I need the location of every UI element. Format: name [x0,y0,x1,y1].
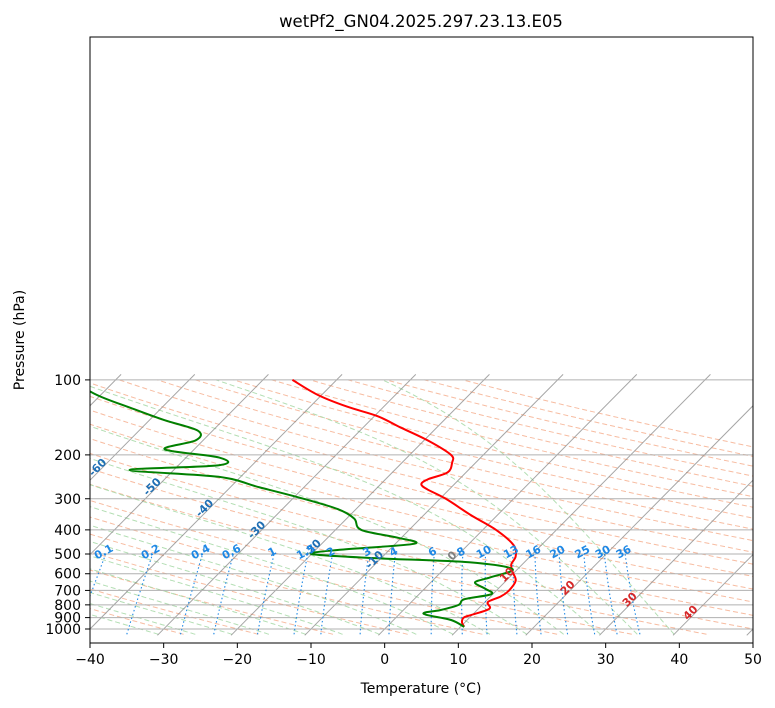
x-tick-label: 0 [380,652,389,668]
isotherm-line [451,373,711,636]
dry-adiabat-line [90,468,753,630]
dry-adiabat-line [90,499,632,635]
isotherms [90,373,753,636]
y-tick-label: 400 [54,523,81,539]
x-tick-label: 30 [597,652,615,668]
isotherm-line [599,479,753,636]
isotherm-line [525,405,753,636]
y-tick-label: 100 [54,373,81,389]
mixing-ratio-line [359,553,370,635]
y-tick-label: 1000 [45,622,81,638]
mixing-ratio-line [512,554,518,635]
dry-adiabat-line [90,382,753,553]
y-tick-label: 500 [54,547,81,563]
dry-adiabat-line [90,452,753,616]
mixing-ratio-label: 25 [573,543,593,562]
chart-title: wetPf2_GN04.2025.297.23.13.E05 [279,12,563,32]
dry-adiabat-line [90,423,753,590]
isotherm-line [90,373,196,481]
y-tick-label: 600 [54,567,81,583]
isotherm-line [230,373,490,636]
isotherm-line [157,373,417,636]
moist-adiabat-line [215,379,638,635]
x-axis-label: Temperature (°C) [360,681,482,697]
mixing-ratio-line [179,553,204,635]
mixing-ratio-line [430,553,435,635]
x-tick-label: 50 [744,652,762,668]
y-tick-label: 200 [54,448,81,464]
mixing-ratio-line [388,553,396,635]
dry-adiabat-line [195,379,753,519]
x-tick-label: −30 [149,652,179,668]
mixing-ratio-line [320,553,334,635]
mixing-ratio-label: 16 [524,543,544,562]
plot-frame [89,36,754,644]
mixing-ratio-labels: 0.1 0.2 0.4 0.6 1 1.5 2 3 4 6 8 10 13 16 20 25 30 36 [92,542,634,563]
isotherm-line [90,373,269,556]
mixing-ratio-line [534,553,542,635]
x-tick-label: −10 [296,652,326,668]
moist-adiabat-line [90,425,564,635]
dewpoint-line [90,390,514,628]
moist-adiabat-line [90,385,601,635]
isobar-gridlines [90,379,753,630]
moist-adiabat-line [90,484,491,635]
isotherm-line [378,373,638,636]
x-tick-label: 10 [449,652,467,668]
dry-adiabat-line [90,533,483,635]
y-axis-label: Pressure (hPa) [12,290,28,390]
dry-adiabat-line [90,569,334,635]
mixing-ratio-line [583,553,596,635]
mixing-ratio-line [484,553,488,635]
isotherm-line [672,553,753,636]
dry-adiabat-line [90,516,558,635]
mixing-ratio-line [126,553,154,635]
dry-adiabat-line [233,379,753,508]
mixing-ratio-lines [90,553,641,635]
mixing-ratio-label: 13 [501,543,521,562]
y-tick-label: 700 [54,583,81,599]
sounding-lines [90,379,518,628]
moist-adiabat-line [90,457,528,635]
dry-adiabat-line [90,409,753,577]
moist-adiabat-line [90,555,343,635]
dry-adiabat-line [90,608,184,635]
dry-adiabat-line [119,379,753,542]
isotherm-line [90,373,343,630]
mixing-ratio-label: 20 [548,543,568,562]
dry-adiabat-line [271,379,753,498]
plot-area: -100-90-80-70-60-50-40-30-20-10 0.10.20.… [90,373,753,636]
moist-adiabat-line [90,506,454,635]
x-tick-label: −40 [75,652,105,668]
moist-adiabats [90,379,675,635]
mixing-ratio-line [293,553,309,635]
y-tick-label: 300 [54,492,81,508]
y-tick-label: 800 [54,598,81,614]
mixing-ratio-line [558,553,569,635]
dry-adiabat-line [157,379,753,530]
x-tick-label: 40 [670,652,688,668]
x-tick-label: −20 [223,652,253,668]
moist-adiabat-line [90,524,417,635]
y-tick-label: 900 [54,611,81,627]
temperature-line [291,379,518,628]
dry-adiabat-line [309,379,753,487]
x-axis: −40 −30 −20 −10 0 10 20 30 40 50 [75,643,762,668]
x-tick-label: 20 [523,652,541,668]
moist-adiabat-line [90,540,380,635]
mixing-ratio-label: 30 [593,543,613,562]
mixing-ratio-label: 36 [614,543,634,562]
mixing-ratio-label: 10 [474,543,494,562]
isotherm-line [304,373,564,636]
dry-adiabat-line [90,395,753,565]
